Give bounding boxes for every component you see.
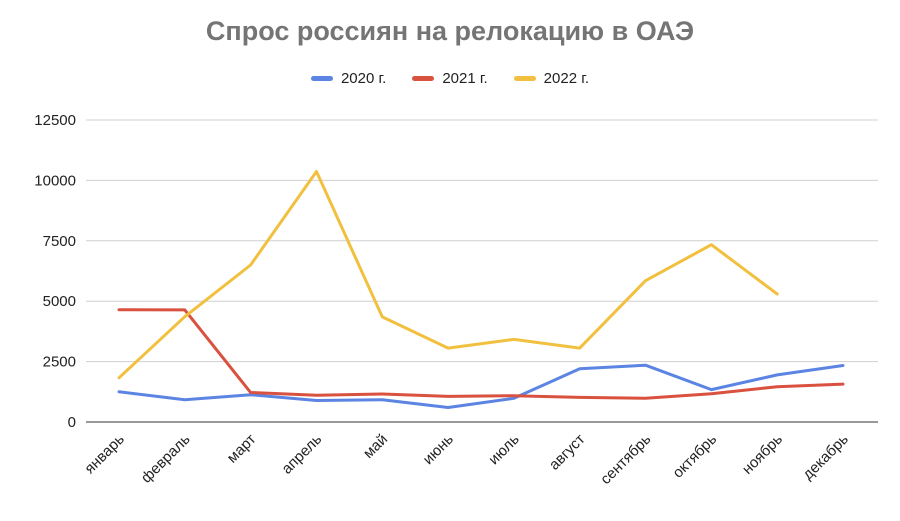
legend-label-2021: 2021 г. [442, 70, 488, 87]
chart-title: Спрос россиян на релокацию в ОАЭ [205, 16, 695, 46]
x-tick-label: декабрь [799, 431, 852, 484]
x-tick-label: август [546, 431, 589, 474]
series-line-2020 [117, 363, 845, 409]
x-tick-label: апрель [278, 431, 325, 478]
legend-swatch-2021 [412, 76, 435, 81]
series-line-2021 [117, 308, 845, 400]
y-tick-label: 2500 [43, 354, 76, 371]
legend-item-2020: 2020 г. [310, 70, 387, 87]
x-tick-label: октябрь [669, 431, 720, 482]
x-tick-label: ноябрь [739, 431, 786, 478]
y-tick-label: 12500 [34, 112, 76, 129]
legend: 2020 г. 2021 г. 2022 г. [0, 70, 900, 87]
legend-item-2022: 2022 г. [513, 70, 590, 87]
x-tick-label: сентябрь [597, 431, 654, 488]
y-tick-label: 5000 [43, 293, 76, 310]
x-tick-label: март [224, 431, 260, 467]
x-tick-label: февраль [138, 431, 194, 487]
x-tick-label: январь [81, 431, 128, 478]
y-tick-label: 7500 [43, 233, 76, 250]
y-tick-label: 0 [68, 414, 76, 431]
x-tick-label: июнь [420, 431, 457, 468]
legend-item-2021: 2021 г. [412, 70, 488, 87]
legend-label-2020: 2020 г. [340, 70, 387, 87]
legend-label-2022: 2022 г. [543, 70, 590, 87]
legend-swatch-2022 [513, 76, 536, 81]
series-line-2022 [117, 170, 779, 380]
y-tick-label: 10000 [34, 172, 76, 189]
x-tick-label: июль [485, 431, 523, 469]
legend-swatch-2020 [310, 76, 333, 81]
x-tick-label: май [360, 431, 391, 462]
